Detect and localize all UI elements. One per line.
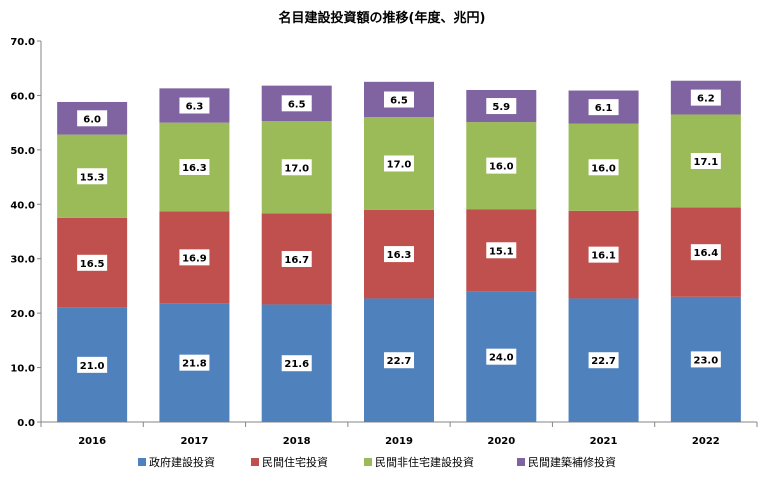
data-label: 16.9 (182, 253, 207, 264)
data-label: 15.1 (489, 246, 514, 257)
data-label-box (77, 110, 108, 127)
y-tick-label: 70.0 (10, 37, 35, 48)
bars: 21.0 16.5 15.3 6.0 21.8 16.9 16.3 6.3 21.6 16.7 17… (57, 80, 741, 422)
data-label: 16.0 (591, 163, 616, 174)
data-label-box (77, 168, 108, 185)
data-label-box (690, 89, 721, 106)
legend-swatch (364, 458, 372, 466)
data-label: 21.8 (182, 359, 207, 370)
y-tick-label: 60.0 (10, 91, 35, 102)
data-label-box (384, 246, 414, 263)
data-label-box (281, 250, 312, 267)
legend-swatch (251, 458, 259, 466)
data-label-box (384, 352, 414, 369)
data-label: 16.7 (284, 255, 309, 266)
data-label: 5.9 (492, 102, 510, 113)
data-label: 6.3 (186, 101, 204, 112)
data-label-box (690, 153, 721, 170)
data-label-box (281, 95, 312, 112)
data-label-box (690, 351, 721, 368)
y-axis: 0.0 10.0 20.0 30.0 40.0 50.0 60.0 70.0 (10, 37, 42, 429)
data-label: 17.0 (284, 163, 309, 174)
data-label: 6.5 (390, 96, 408, 107)
data-label: 21.0 (80, 361, 105, 372)
data-label-box (486, 242, 517, 259)
legend-swatch (517, 458, 525, 466)
data-label-box (179, 159, 210, 176)
y-tick-label: 40.0 (10, 200, 35, 211)
x-tick-label: 2018 (283, 436, 311, 447)
data-label-box (77, 356, 108, 373)
data-label-box (486, 348, 517, 365)
data-label-box (281, 355, 312, 372)
x-tick-label: 2016 (78, 436, 106, 447)
data-label: 6.0 (83, 114, 101, 125)
data-label-box (179, 354, 210, 371)
legend-label: 政府建設投資 (149, 455, 215, 469)
data-label: 22.7 (387, 356, 412, 367)
y-tick-label: 20.0 (10, 309, 35, 320)
data-label: 16.1 (591, 251, 616, 262)
x-tick-label: 2021 (590, 436, 618, 447)
x-tick-label: 2017 (181, 436, 209, 447)
data-label: 6.1 (595, 103, 613, 114)
x-tick-label: 2022 (692, 436, 720, 447)
legend-swatch (138, 458, 146, 466)
legend-label: 民間建築補修投資 (528, 455, 616, 469)
y-tick-label: 0.0 (17, 418, 35, 429)
x-tick-label: 2019 (385, 436, 413, 447)
data-label: 15.3 (80, 172, 105, 183)
chart-title: 名目建設投資額の推移(年度、兆円) (279, 10, 486, 26)
y-tick-label: 50.0 (10, 146, 35, 157)
data-label: 22.7 (591, 356, 616, 367)
data-label: 16.4 (694, 248, 719, 259)
legend: 政府建設投資 民間住宅投資 民間非住宅建設投資 民間建築補修投資 (138, 455, 616, 469)
data-label-box (486, 157, 517, 174)
x-axis: 2016 2017 2018 2019 2020 2021 2022 (40, 421, 758, 447)
data-label-box (384, 91, 414, 108)
data-label-box (486, 98, 517, 115)
data-label-box (588, 246, 619, 263)
legend-label: 民間非住宅建設投資 (375, 455, 474, 469)
data-label-box (179, 97, 210, 114)
data-label-box (690, 244, 721, 261)
y-tick-label: 10.0 (10, 364, 35, 375)
data-label: 16.0 (489, 162, 514, 173)
data-label: 16.3 (182, 163, 207, 174)
data-label-box (281, 159, 312, 176)
data-label: 17.0 (387, 159, 412, 170)
data-label-box (77, 254, 108, 271)
data-label-box (384, 155, 414, 172)
data-label-box (588, 352, 619, 369)
data-label-box (179, 249, 210, 266)
data-label-box (588, 159, 619, 176)
data-label: 21.6 (284, 359, 309, 370)
data-label: 16.5 (80, 259, 105, 270)
data-label: 6.2 (697, 94, 715, 105)
data-label: 6.5 (288, 99, 306, 110)
y-tick-label: 30.0 (10, 255, 35, 266)
legend-label: 民間住宅投資 (262, 455, 328, 469)
data-label: 23.0 (694, 355, 719, 366)
data-label: 17.1 (694, 157, 719, 168)
data-label: 24.0 (489, 353, 514, 364)
data-label-box (588, 99, 619, 116)
x-tick-label: 2020 (487, 436, 515, 447)
data-label: 16.3 (387, 250, 412, 261)
